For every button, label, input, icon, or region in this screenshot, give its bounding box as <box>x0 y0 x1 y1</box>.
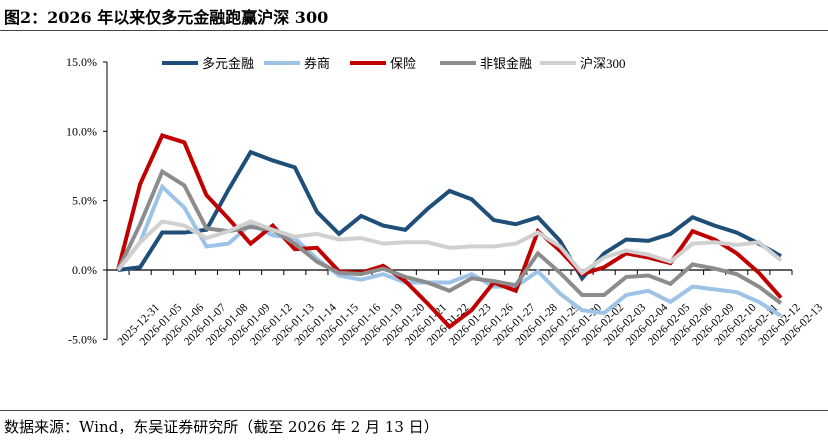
series-line-多元金融 <box>117 149 782 282</box>
source-divider <box>0 410 828 411</box>
legend-item: 多元金融 <box>162 56 254 71</box>
legend-label: 非银金融 <box>480 56 532 71</box>
legend-label: 券商 <box>304 56 330 71</box>
legend-label: 多元金融 <box>202 56 254 71</box>
legend-label: 沪深300 <box>580 56 626 71</box>
y-tick-label: 5.0% <box>72 194 97 208</box>
y-tick-label: 15.0% <box>66 55 97 69</box>
legend-item: 保险 <box>350 56 416 71</box>
series-line-沪深300 <box>116 219 783 276</box>
legend-item: 非银金融 <box>440 56 532 71</box>
legend-label: 保险 <box>390 56 416 71</box>
figure-title: 图2：2026 年以来仅多元金融跑赢沪深 300 <box>4 8 329 27</box>
legend-item: 沪深300 <box>540 56 626 71</box>
title-divider <box>0 30 828 31</box>
y-tick-label: -5.0% <box>68 332 97 346</box>
legend-item: 券商 <box>264 56 330 71</box>
y-tick-label: 0.0% <box>72 263 97 277</box>
y-tick-label: 10.0% <box>66 124 97 138</box>
series-line-券商 <box>116 183 783 318</box>
source-note: 数据来源：Wind，东吴证券研究所（截至 2026 年 2 月 13 日） <box>4 418 439 436</box>
